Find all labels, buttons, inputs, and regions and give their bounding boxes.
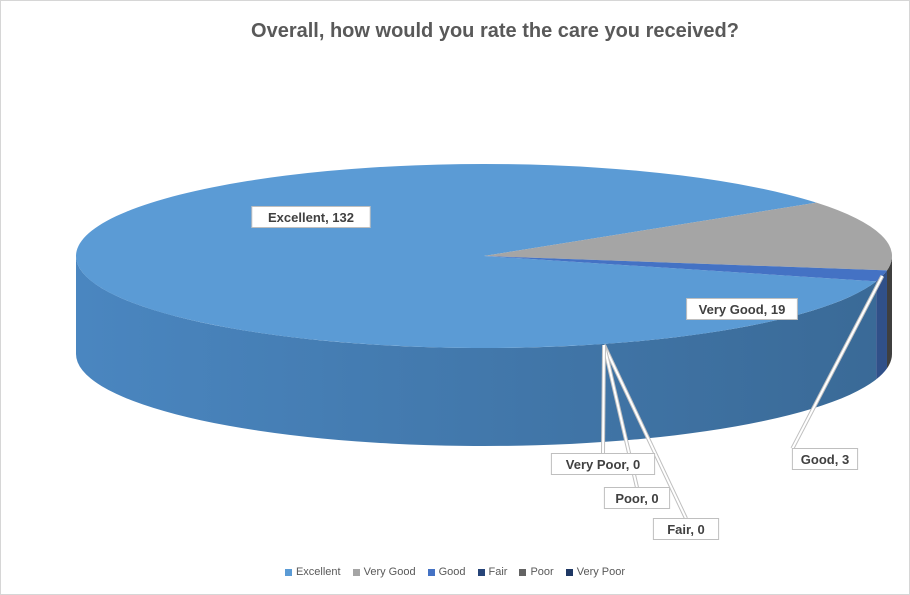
- pie-slice-very-good: [484, 202, 893, 271]
- pie-slice-good: [484, 256, 887, 282]
- legend-label: Fair: [488, 566, 508, 578]
- svg-text:Very Poor, 0: Very Poor, 0: [566, 457, 640, 472]
- pie-side-good: [876, 270, 887, 380]
- legend-swatch: [284, 568, 292, 576]
- pie-chart: Excellent, 132 Very Good, 19 Good, 3 Fair, …: [76, 163, 893, 540]
- pie-slices: [76, 163, 893, 349]
- legend-swatch: [565, 568, 573, 576]
- leader-line: [791, 275, 884, 449]
- legend-swatch: [427, 568, 435, 576]
- leader-line: [603, 344, 687, 519]
- data-label-good: Good, 3: [791, 448, 859, 470]
- pie-side-excellent: [76, 256, 877, 447]
- leader-line: [602, 344, 605, 454]
- legend-item-very-good: Very Good: [352, 566, 416, 578]
- legend-swatch: [519, 568, 527, 576]
- legend-swatch: [352, 568, 360, 576]
- svg-text:Fair, 0: Fair, 0: [667, 522, 705, 537]
- legend-item-very-poor: Very Poor: [565, 566, 626, 578]
- legend-item-fair: Fair: [477, 566, 508, 578]
- data-label-poor: Poor, 0: [603, 487, 671, 509]
- data-label-excellent: Excellent, 132: [251, 206, 371, 228]
- pie-side-walls: [76, 256, 892, 447]
- svg-text:Excellent, 132: Excellent, 132: [268, 210, 354, 225]
- svg-text:Very Good, 19: Very Good, 19: [699, 302, 786, 317]
- legend-label: Poor: [530, 566, 554, 578]
- svg-text:Good, 3: Good, 3: [801, 452, 849, 467]
- data-label-fair: Fair, 0: [652, 518, 720, 540]
- legend-label: Excellent: [295, 566, 341, 578]
- svg-text:Poor, 0: Poor, 0: [615, 491, 658, 506]
- legend-label: Very Poor: [576, 566, 626, 578]
- data-labels: Excellent, 132 Very Good, 19 Good, 3 Fair, …: [251, 206, 859, 540]
- legend-label: Good: [438, 566, 466, 578]
- data-label-very-good: Very Good, 19: [686, 298, 798, 320]
- legend-label: Very Good: [363, 566, 416, 578]
- legend-item-poor: Poor: [519, 566, 554, 578]
- legend-item-excellent: Excellent: [284, 566, 341, 578]
- data-label-very-poor: Very Poor, 0: [550, 453, 656, 475]
- legend-swatch: [477, 568, 485, 576]
- chart-title: Overall, how would you rate the care you…: [251, 20, 739, 42]
- pie-side-very-good: [886, 256, 892, 369]
- legend: Excellent Very Good Good Fair Poor Very Poor: [0, 566, 910, 578]
- legend-item-good: Good: [427, 566, 466, 578]
